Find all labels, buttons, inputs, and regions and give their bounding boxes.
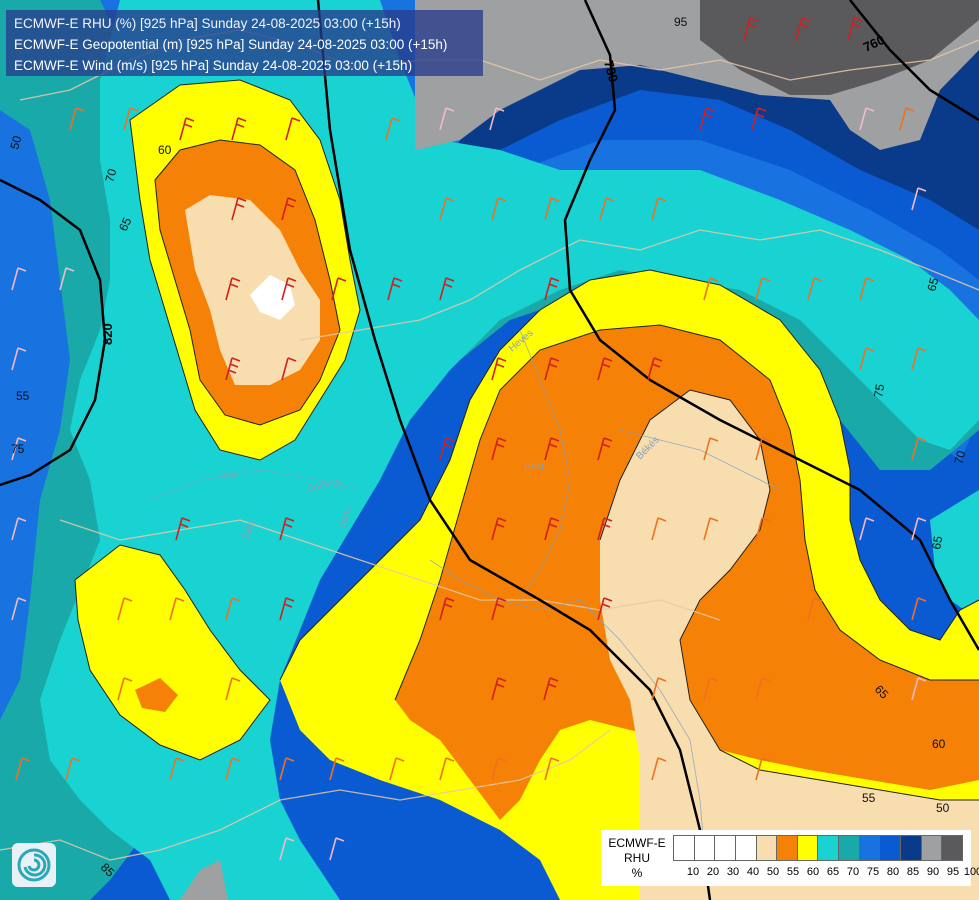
legend-tick-label: 20	[706, 866, 720, 878]
svg-text:60: 60	[932, 737, 946, 751]
legend-swatch	[797, 836, 819, 860]
rhu-50-fill-north	[185, 195, 320, 385]
legend-tick-label: 70	[846, 866, 860, 878]
legend-tick-label: 50	[766, 866, 780, 878]
rhu-40-fill	[250, 275, 295, 320]
legend-swatch	[859, 836, 881, 860]
legend-tick-label: 10	[686, 866, 700, 878]
legend-tick-label: 60	[806, 866, 820, 878]
legend-tick-label: 85	[906, 866, 920, 878]
color-legend: ECMWF-E RHU % 10 20 30 40 50 55 60 65 70 75 80 85 90…	[601, 830, 979, 886]
svg-text:65: 65	[929, 535, 945, 551]
rivers	[149, 329, 781, 861]
svg-text:65: 65	[924, 276, 941, 293]
svg-text:60: 60	[158, 143, 172, 157]
rhu-90-fill-south	[180, 860, 228, 900]
rhu-title: ECMWF-E RHU (%) [925 hPa] Sunday 24-08-2…	[14, 16, 401, 31]
legend-swatch	[880, 836, 902, 860]
legend-swatch	[735, 836, 757, 860]
legend-swatch	[674, 836, 695, 860]
svg-text:50: 50	[936, 801, 950, 815]
legend-swatch	[921, 836, 943, 860]
rhu-55-fill-small	[135, 678, 178, 712]
svg-text:70: 70	[951, 449, 968, 466]
legend-tick-label: 100	[963, 866, 979, 878]
legend-tick-label: 30	[726, 866, 740, 878]
legend-swatch	[942, 836, 962, 860]
legend-tick-label: 55	[786, 866, 800, 878]
legend-tick-label: 40	[746, 866, 760, 878]
svg-text:70: 70	[102, 167, 119, 184]
wind-title: ECMWF-E Wind (m/s) [925 hPa] Sunday 24-0…	[14, 58, 413, 73]
legend-swatch	[694, 836, 716, 860]
svg-text:Pest: Pest	[524, 462, 544, 473]
geopotential-label: 820	[100, 323, 115, 345]
svg-text:50: 50	[7, 134, 24, 151]
legend-ticks: 10 20 30 40 50 55 60 65 70 75 80 85 90 95100	[673, 866, 979, 880]
geopotential-title: ECMWF-E Geopotential (m) [925 hPa] Sunda…	[14, 37, 448, 52]
svg-text:95: 95	[674, 15, 688, 29]
svg-text:55: 55	[16, 389, 30, 403]
legend-title-model: ECMWF-E	[608, 836, 666, 850]
svg-text:Vas: Vas	[222, 470, 239, 481]
legend-tick-label: 90	[926, 866, 940, 878]
rhu-95-fill	[700, 0, 979, 95]
legend-tick-label: 95	[946, 866, 960, 878]
rhu-contour-labels: 95 60 70 65 50 75 55 65 70 75 65 65 60 5…	[7, 15, 968, 880]
rhu-50-fill-central	[600, 390, 979, 900]
svg-text:75: 75	[871, 383, 887, 399]
svg-text:55: 55	[862, 791, 876, 805]
legend-tick-label: 80	[886, 866, 900, 878]
legend-title-variable: RHU	[624, 851, 650, 865]
legend-swatch	[715, 836, 736, 860]
legend-title: ECMWF-E RHU %	[605, 836, 669, 881]
svg-text:75: 75	[11, 442, 25, 456]
legend-swatch	[777, 836, 798, 860]
rhu-contours	[74, 79, 979, 801]
svg-text:65: 65	[116, 215, 134, 233]
legend-tick-label: 75	[866, 866, 880, 878]
legend-swatch	[818, 836, 840, 860]
legend-swatch	[756, 836, 778, 860]
legend-tick-label: 65	[826, 866, 840, 878]
legend-swatch	[901, 836, 922, 860]
rhu-65-patch-east	[930, 490, 979, 620]
ecmwf-swirl-icon	[12, 843, 56, 887]
legend-colorbar	[673, 835, 963, 861]
geopotential-label: 780	[601, 59, 621, 84]
map-header: ECMWF-E RHU (%) [925 hPa] Sunday 24-08-2…	[6, 10, 483, 76]
wind-barbs	[11, 17, 927, 861]
legend-title-unit: %	[631, 866, 643, 880]
legend-swatch	[839, 836, 860, 860]
